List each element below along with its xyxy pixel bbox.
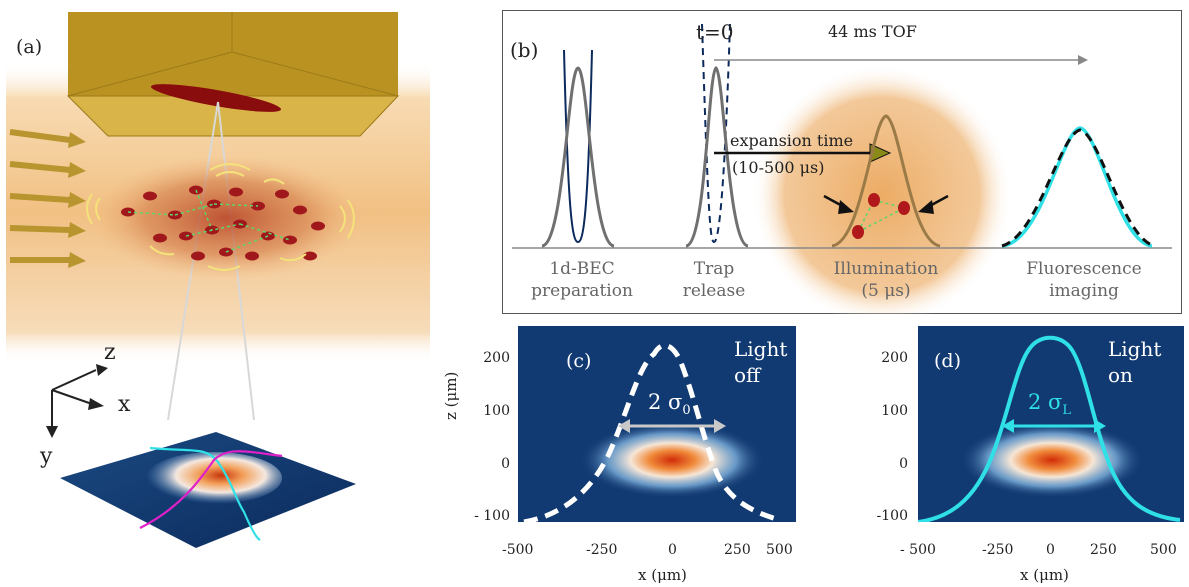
interacting-droplets (823, 193, 949, 239)
c-xtick-250: 250 (724, 542, 751, 558)
scattering-arcs (86, 163, 355, 271)
panel-d-light-state: Light on (1108, 337, 1162, 387)
d-ytick-100: 100 (881, 403, 908, 419)
panel-b-label: (b) (510, 38, 539, 62)
c-ytick-0: 0 (501, 456, 510, 472)
d-ytick-neg100: -100 (876, 508, 908, 524)
fluorescence-light-on (1001, 126, 1153, 248)
panel-b-timeline (512, 23, 1172, 314)
panel-c-image (518, 326, 796, 522)
c-ytick-200: 200 (483, 350, 510, 366)
panel-a-illustration (6, 12, 430, 548)
illumination-glow (752, 65, 1012, 314)
c-xtick-500: 500 (766, 542, 793, 558)
tof-label: 44 ms TOF (828, 22, 917, 41)
axis-y-label: y (40, 444, 53, 469)
expansion-time-line1: expansion time (730, 131, 854, 150)
c-xtick-0: 0 (668, 542, 677, 558)
c-ytick-100: 100 (483, 403, 510, 419)
fluorescence-light-off (1001, 128, 1155, 248)
axis-z-label: z (104, 340, 116, 365)
illumination-profile (831, 114, 941, 248)
stage-trap-release: Trap release (682, 259, 746, 301)
d-xlabel: x (μm) (1020, 566, 1069, 584)
t0-label: t=0 (696, 20, 734, 44)
axes-triad (46, 364, 108, 438)
panel-c-width-label: 2 σ0 (648, 390, 691, 419)
bec-profile (541, 66, 615, 248)
release-profile (685, 66, 749, 248)
expansion-time-line2: (10-500 μs) (732, 158, 825, 177)
c-xtick-neg500: -500 (502, 542, 534, 558)
panel-d-width-label: 2 σL (1028, 390, 1072, 419)
objective-block (66, 12, 400, 137)
d-ytick-0: 0 (899, 456, 908, 472)
trap-potential (563, 49, 593, 244)
panel-d-image (918, 326, 1184, 522)
c-ytick-neg100: - 100 (474, 508, 510, 524)
c-ylabel: z (μm) (442, 371, 460, 420)
panel-d-label: (d) (934, 350, 961, 372)
d-xtick-250: 250 (1090, 542, 1117, 558)
c-xtick-neg250: -250 (586, 542, 618, 558)
d-xtick-neg500: - 500 (900, 542, 936, 558)
surface-plot (60, 432, 356, 548)
d-xtick-0: 0 (1046, 542, 1055, 558)
stage-bec-preparation: 1d-BEC preparation (531, 259, 633, 301)
d-xtick-neg250: -250 (982, 542, 1014, 558)
c-xlabel: x (μm) (638, 566, 687, 584)
panel-c-label: (c) (566, 350, 592, 372)
light-arrows (9, 129, 86, 268)
atom-cloud (90, 156, 362, 280)
d-xtick-500: 500 (1150, 542, 1177, 558)
axis-x-label: x (118, 392, 131, 417)
panel-c-light-state: Light off (734, 337, 788, 387)
stage-illumination: Illumination (5 μs) (833, 259, 939, 301)
interaction-links (127, 189, 291, 253)
stage-fluorescence-imaging: Fluorescence imaging (1026, 259, 1142, 301)
panel-a-label: (a) (16, 36, 43, 58)
d-ytick-200: 200 (881, 350, 908, 366)
